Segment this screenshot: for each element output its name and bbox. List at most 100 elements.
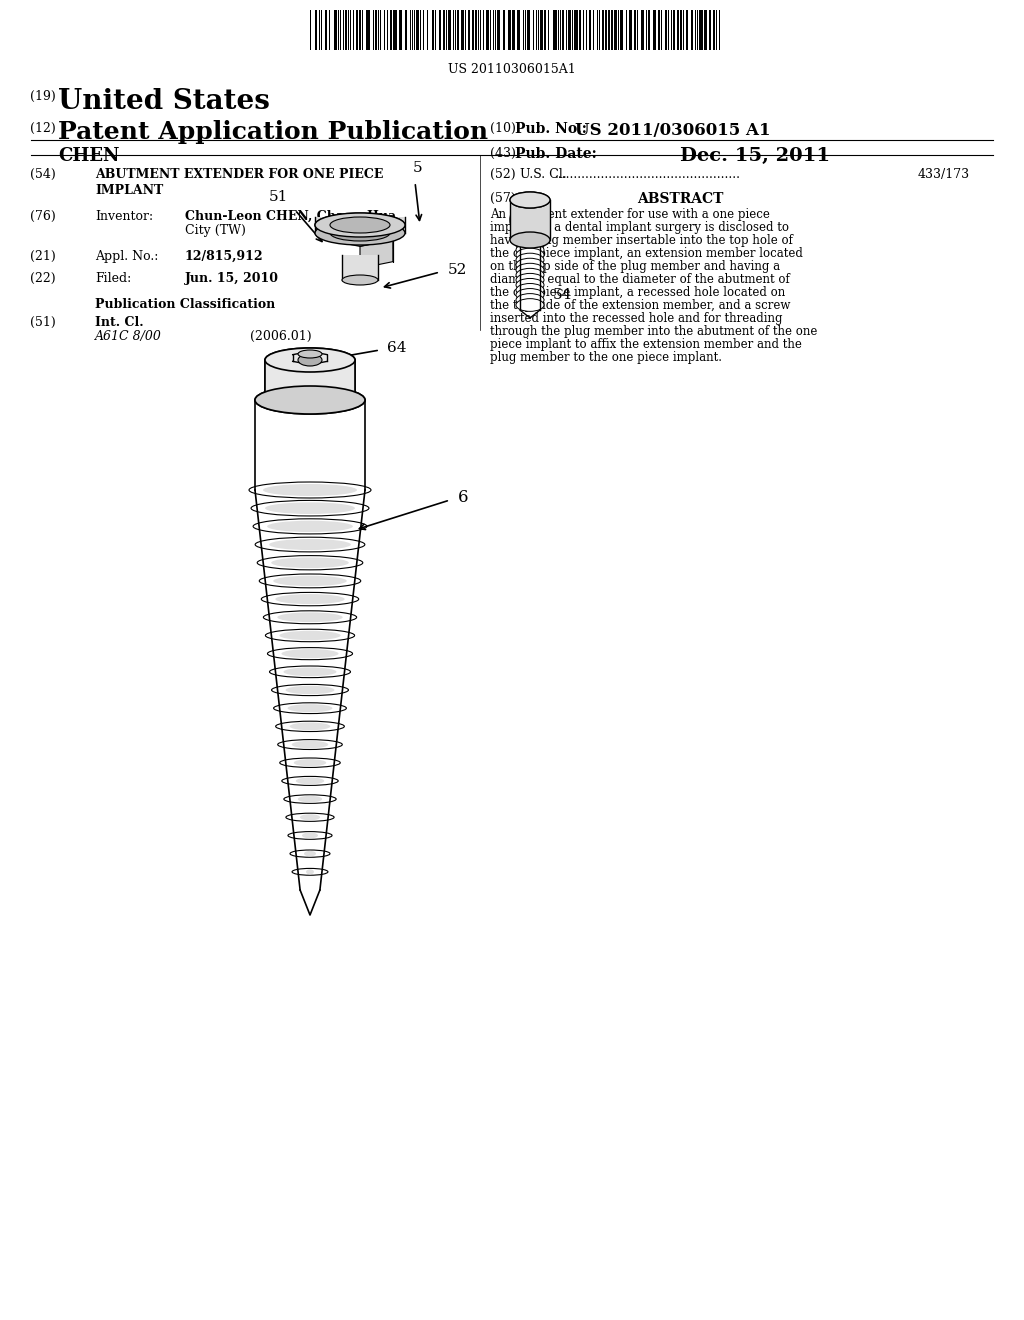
Ellipse shape	[516, 253, 544, 267]
Bar	[439, 11, 441, 50]
Ellipse shape	[516, 238, 544, 252]
Ellipse shape	[342, 275, 378, 285]
Ellipse shape	[278, 612, 343, 622]
Bar	[665, 11, 667, 50]
Ellipse shape	[516, 234, 544, 247]
Ellipse shape	[516, 298, 544, 312]
Ellipse shape	[273, 702, 346, 714]
Ellipse shape	[265, 630, 354, 642]
Bar	[658, 11, 660, 50]
Ellipse shape	[304, 851, 316, 857]
Ellipse shape	[273, 576, 347, 586]
Ellipse shape	[516, 289, 544, 301]
Ellipse shape	[253, 519, 367, 533]
Text: A61C 8/00: A61C 8/00	[95, 330, 162, 343]
Ellipse shape	[282, 776, 338, 785]
Ellipse shape	[278, 739, 342, 750]
Ellipse shape	[510, 191, 550, 209]
Text: U.S. Cl.: U.S. Cl.	[520, 168, 566, 181]
Text: (22): (22)	[30, 272, 55, 285]
Text: Dec. 15, 2011: Dec. 15, 2011	[680, 147, 830, 165]
Ellipse shape	[300, 814, 321, 820]
Bar	[497, 11, 500, 50]
Bar	[713, 11, 715, 50]
Ellipse shape	[510, 232, 550, 248]
Ellipse shape	[298, 354, 322, 366]
Bar	[375, 11, 377, 50]
Bar	[517, 11, 520, 50]
Ellipse shape	[516, 268, 544, 281]
Bar	[602, 11, 604, 50]
Ellipse shape	[255, 385, 365, 414]
Text: implant in a dental implant surgery is disclosed to: implant in a dental implant surgery is d…	[490, 220, 790, 234]
Ellipse shape	[292, 869, 328, 875]
Text: 12/815,912: 12/815,912	[185, 249, 263, 263]
Text: Publication Classification: Publication Classification	[95, 298, 275, 312]
Text: 54: 54	[553, 288, 572, 302]
Ellipse shape	[286, 686, 335, 694]
Ellipse shape	[510, 191, 550, 209]
Ellipse shape	[298, 796, 323, 803]
Ellipse shape	[271, 557, 349, 568]
Text: piece implant to affix the extension member and the: piece implant to affix the extension mem…	[490, 338, 802, 351]
Ellipse shape	[516, 259, 544, 272]
Ellipse shape	[516, 273, 544, 286]
Ellipse shape	[290, 722, 331, 730]
Bar	[699, 11, 703, 50]
Ellipse shape	[315, 220, 406, 246]
Bar	[356, 11, 358, 50]
Text: An abutment extender for use with a one piece: An abutment extender for use with a one …	[490, 209, 770, 220]
Ellipse shape	[516, 284, 544, 297]
Bar	[449, 11, 451, 50]
Bar	[574, 11, 578, 50]
Bar	[691, 11, 693, 50]
Ellipse shape	[302, 833, 318, 838]
Bar	[510, 201, 550, 240]
Text: US 2011/0306015 A1: US 2011/0306015 A1	[575, 121, 770, 139]
Bar	[634, 11, 636, 50]
Bar	[359, 11, 361, 50]
Ellipse shape	[330, 224, 390, 242]
Bar	[562, 11, 564, 50]
Text: 6: 6	[458, 490, 469, 507]
Ellipse shape	[269, 667, 350, 677]
Bar	[315, 11, 317, 50]
Bar	[709, 11, 711, 50]
Ellipse shape	[249, 482, 371, 498]
Bar	[475, 11, 477, 50]
Bar	[486, 11, 489, 50]
Ellipse shape	[292, 741, 329, 748]
Bar	[648, 11, 650, 50]
Ellipse shape	[284, 668, 337, 676]
Text: (12): (12)	[30, 121, 55, 135]
Ellipse shape	[282, 649, 339, 659]
Polygon shape	[327, 219, 393, 247]
Ellipse shape	[275, 721, 344, 731]
Ellipse shape	[330, 216, 390, 234]
Ellipse shape	[294, 759, 327, 767]
Ellipse shape	[261, 593, 358, 606]
Text: Inventor:: Inventor:	[95, 210, 154, 223]
Text: the one piece implant, an extension member located: the one piece implant, an extension memb…	[490, 247, 803, 260]
Ellipse shape	[306, 870, 314, 874]
Polygon shape	[360, 240, 393, 268]
Text: (2006.01): (2006.01)	[250, 330, 311, 343]
Ellipse shape	[286, 813, 334, 821]
Text: (21): (21)	[30, 249, 55, 263]
Ellipse shape	[251, 500, 369, 516]
Ellipse shape	[263, 611, 356, 624]
Bar	[334, 11, 337, 50]
Text: US 20110306015A1: US 20110306015A1	[449, 63, 575, 77]
Text: 64: 64	[387, 341, 407, 355]
Text: the top side of the extension member, and a screw: the top side of the extension member, an…	[490, 300, 791, 312]
Bar	[653, 11, 656, 50]
Ellipse shape	[280, 631, 341, 640]
Ellipse shape	[255, 385, 365, 414]
Bar	[325, 11, 327, 50]
Bar	[544, 11, 546, 50]
Bar	[265, 360, 355, 400]
Ellipse shape	[516, 293, 544, 306]
Bar	[457, 11, 459, 50]
Ellipse shape	[510, 201, 550, 240]
Ellipse shape	[330, 216, 390, 234]
